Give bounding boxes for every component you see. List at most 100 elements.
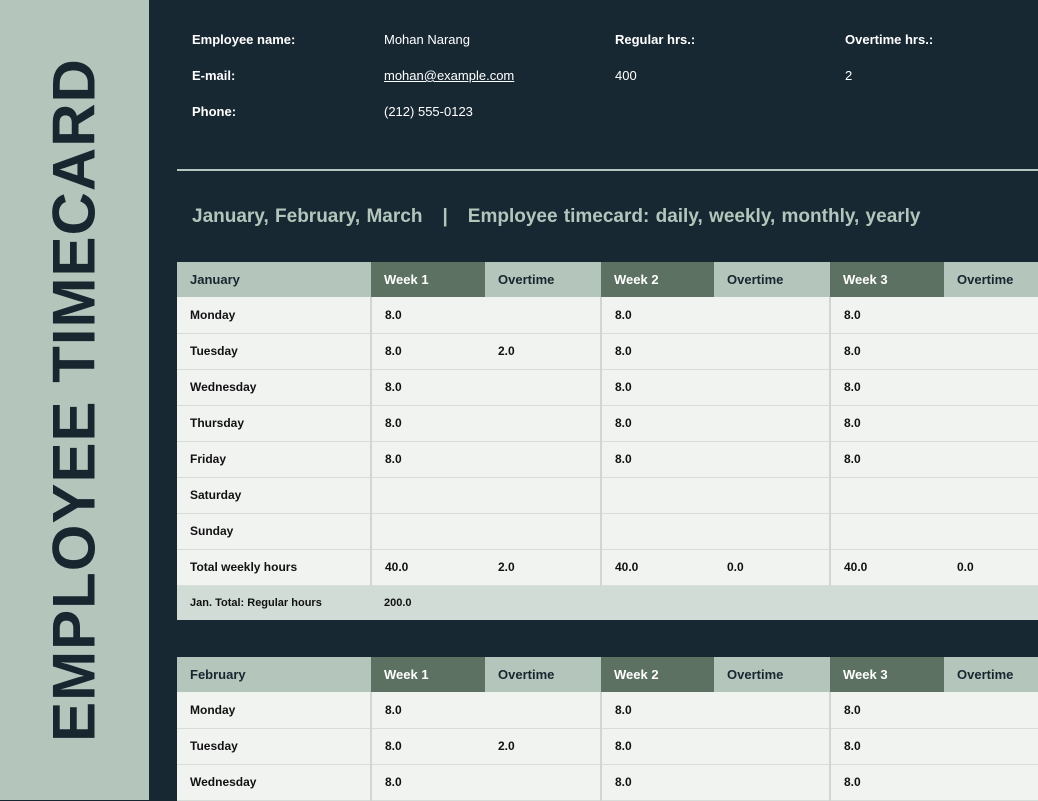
day-label: Thursday [177, 405, 371, 442]
hours-cell[interactable] [944, 333, 1038, 370]
hours-cell[interactable]: 40.0 [829, 549, 944, 586]
day-label: Saturday [177, 477, 371, 514]
hours-cell[interactable] [714, 692, 830, 729]
hours-cell[interactable] [485, 477, 601, 514]
regular-hours-value[interactable]: 400 [615, 68, 637, 83]
subtitle: January, February, March | Employee timeca… [192, 206, 921, 228]
hours-cell[interactable]: 8.0 [600, 297, 714, 334]
table-row: Total weekly hours 40.0 2.0 40.0 0.0 40.0 0.0 [177, 549, 1038, 586]
hours-cell[interactable]: 8.0 [600, 692, 714, 729]
month-total-label: Jan. Total: Regular hours [177, 585, 371, 620]
hours-cell[interactable]: 2.0 [485, 549, 601, 586]
table-header-row: January Week 1 Overtime Week 2 Overtime Week … [177, 262, 1038, 297]
hours-cell[interactable]: 8.0 [370, 369, 485, 406]
day-label: Monday [177, 297, 371, 334]
hours-cell[interactable]: 0.0 [944, 549, 1038, 586]
hours-cell[interactable]: 40.0 [370, 549, 485, 586]
hours-cell[interactable] [370, 513, 485, 550]
hours-cell[interactable] [714, 333, 830, 370]
hours-cell[interactable] [944, 441, 1038, 478]
employee-name-label: Employee name: [192, 32, 296, 47]
hours-cell[interactable] [944, 405, 1038, 442]
hours-cell[interactable]: 8.0 [829, 441, 944, 478]
sidebar-title: EMPLOYEE TIMECARD [40, 58, 108, 742]
hours-cell[interactable] [370, 477, 485, 514]
month-total-row: Jan. Total: Regular hours 200.0 [177, 585, 1038, 620]
hours-cell[interactable]: 8.0 [370, 297, 485, 334]
overtime-header: Overtime [714, 262, 830, 297]
hours-cell[interactable]: 40.0 [600, 549, 714, 586]
subtitle-separator: | [442, 206, 448, 227]
hours-cell[interactable] [714, 297, 830, 334]
day-label: Wednesday [177, 764, 371, 801]
hours-cell[interactable]: 8.0 [370, 333, 485, 370]
february-table: February Week 1 Overtime Week 2 Overtime Week… [177, 657, 1038, 801]
hours-cell[interactable]: 8.0 [829, 297, 944, 334]
hours-cell[interactable] [714, 405, 830, 442]
hours-cell[interactable] [714, 441, 830, 478]
hours-cell[interactable]: 0.0 [714, 549, 830, 586]
hours-cell[interactable] [944, 369, 1038, 406]
hours-cell[interactable] [944, 477, 1038, 514]
week-header: Week 1 [371, 657, 485, 692]
hours-cell[interactable] [600, 513, 714, 550]
overtime-hours-value[interactable]: 2 [845, 68, 853, 83]
hours-cell[interactable] [714, 369, 830, 406]
hours-cell[interactable] [829, 513, 944, 550]
hours-cell[interactable]: 8.0 [829, 405, 944, 442]
overtime-header: Overtime [944, 657, 1038, 692]
hours-cell[interactable]: 8.0 [370, 764, 485, 801]
table-row: Wednesday 8.0 8.0 8.0 [177, 369, 1038, 406]
hours-cell[interactable] [485, 513, 601, 550]
hours-cell[interactable] [485, 692, 601, 729]
hours-cell[interactable] [714, 728, 830, 765]
hours-cell[interactable]: 8.0 [600, 333, 714, 370]
hours-cell[interactable] [485, 441, 601, 478]
hours-cell[interactable]: 8.0 [829, 728, 944, 765]
hours-cell[interactable]: 2.0 [485, 333, 601, 370]
hours-cell[interactable]: 8.0 [600, 369, 714, 406]
hours-cell[interactable]: 8.0 [600, 764, 714, 801]
day-label: Tuesday [177, 333, 371, 370]
regular-hours-label: Regular hrs.: [615, 32, 696, 47]
table-row: Monday 8.0 8.0 8.0 [177, 297, 1038, 334]
hours-cell[interactable] [944, 297, 1038, 334]
week-header: Week 3 [830, 657, 944, 692]
hours-cell[interactable]: 8.0 [600, 728, 714, 765]
hours-cell[interactable] [485, 764, 601, 801]
hours-cell[interactable]: 8.0 [829, 764, 944, 801]
hours-cell[interactable]: 8.0 [370, 405, 485, 442]
hours-cell[interactable] [829, 477, 944, 514]
email-link[interactable]: mohan@example.com [384, 68, 515, 83]
week-header: Week 3 [830, 262, 944, 297]
day-label: Friday [177, 441, 371, 478]
hours-cell[interactable]: 2.0 [485, 728, 601, 765]
month-total-value: 200.0 [371, 585, 485, 620]
hours-cell[interactable]: 8.0 [829, 692, 944, 729]
hours-cell[interactable]: 8.0 [600, 441, 714, 478]
hours-cell[interactable] [714, 764, 830, 801]
hours-cell[interactable] [944, 513, 1038, 550]
hours-cell[interactable]: 8.0 [370, 441, 485, 478]
employee-name-value[interactable]: Mohan Narang [384, 32, 470, 47]
table-row: Sunday [177, 513, 1038, 550]
hours-cell[interactable] [485, 297, 601, 334]
table-row: Tuesday 8.0 2.0 8.0 8.0 [177, 333, 1038, 370]
hours-cell[interactable] [600, 477, 714, 514]
hours-cell[interactable]: 8.0 [829, 333, 944, 370]
hours-cell[interactable] [485, 405, 601, 442]
hours-cell[interactable] [714, 513, 830, 550]
phone-value[interactable]: (212) 555-0123 [384, 104, 473, 119]
table-row: Monday 8.0 8.0 8.0 [177, 692, 1038, 729]
hours-cell[interactable] [714, 477, 830, 514]
hours-cell[interactable] [944, 728, 1038, 765]
hours-cell[interactable] [944, 764, 1038, 801]
hours-cell[interactable]: 8.0 [829, 369, 944, 406]
table-row: Tuesday 8.0 2.0 8.0 8.0 [177, 728, 1038, 765]
hours-cell[interactable]: 8.0 [600, 405, 714, 442]
hours-cell[interactable] [944, 692, 1038, 729]
hours-cell[interactable] [485, 369, 601, 406]
hours-cell[interactable]: 8.0 [370, 728, 485, 765]
email-label: E-mail: [192, 68, 236, 83]
hours-cell[interactable]: 8.0 [370, 692, 485, 729]
